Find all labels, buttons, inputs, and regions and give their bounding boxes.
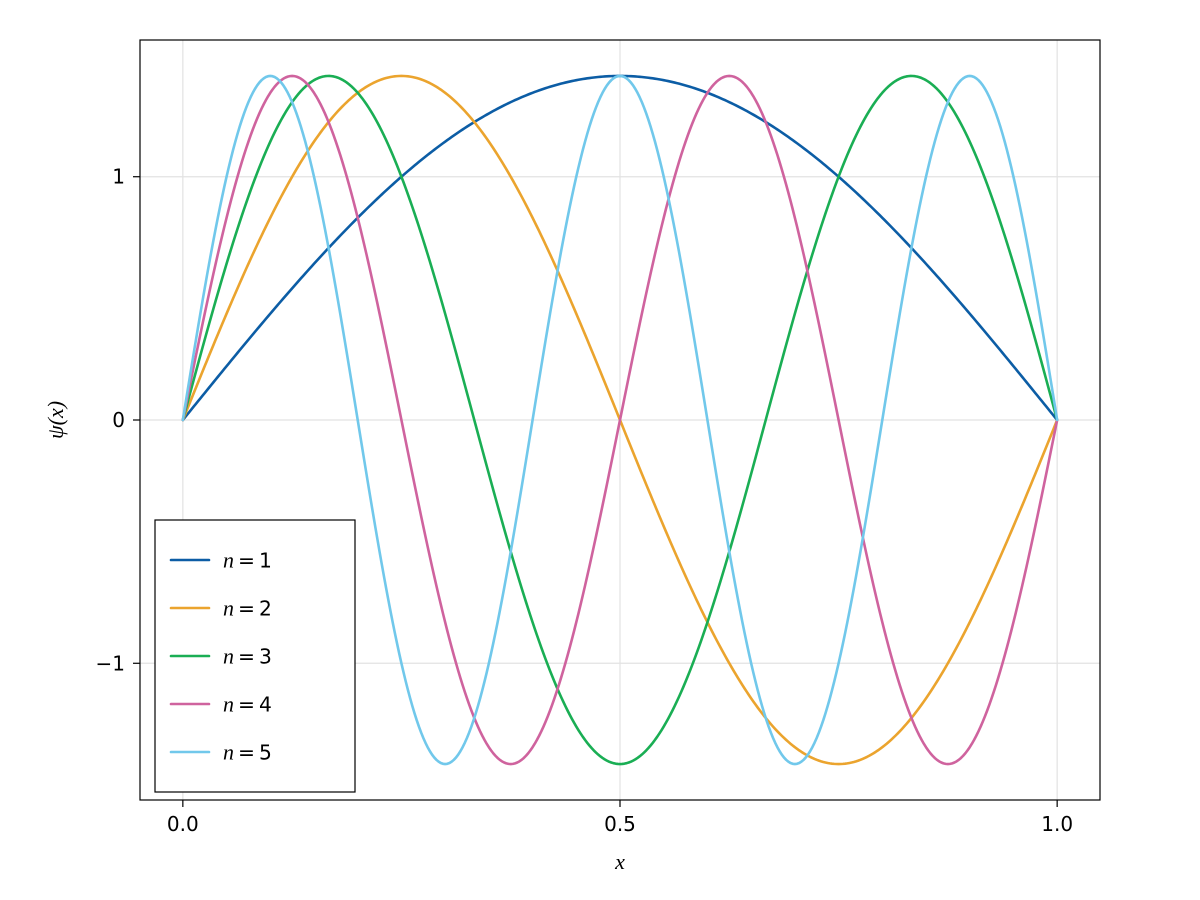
xtick-label: 0.5 (604, 812, 636, 836)
wavefunction-chart: 0.00.51.0−101xψ(x)n = 1n = 1n = 2n = 2n … (0, 0, 1200, 900)
ytick-label: −1 (96, 651, 125, 675)
legend-label-n5: n = 5n = 5 (223, 739, 272, 764)
y-axis-label: ψ(x) (43, 401, 68, 439)
ytick-label: 1 (112, 165, 125, 189)
legend-label-n1: n = 1n = 1 (223, 547, 272, 572)
legend-label-n3: n = 3n = 3 (223, 643, 272, 668)
legend: n = 1n = 1 n = 2n = 2 n = 3n = 3 n = 4n = 4… (155, 520, 355, 792)
xtick-label: 0.0 (167, 812, 199, 836)
legend-label-n4: n = 4n = 4 (223, 691, 272, 716)
legend-label-n2: n = 2n = 2 (223, 595, 272, 620)
x-axis-label: x (614, 849, 625, 874)
ytick-label: 0 (112, 408, 125, 432)
xtick-label: 1.0 (1041, 812, 1073, 836)
